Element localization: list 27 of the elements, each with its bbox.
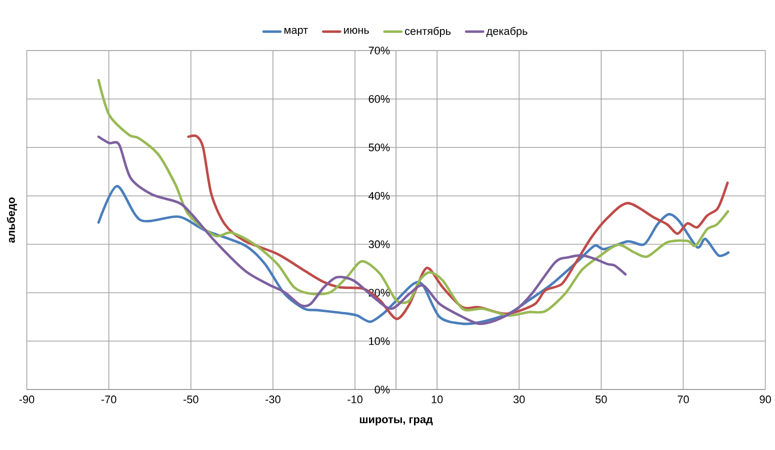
x-tick-label: 90 bbox=[760, 396, 771, 404]
y-tick-label: 10% bbox=[369, 337, 390, 345]
x-tick-label: -70 bbox=[101, 396, 116, 404]
legend-label: сентябрь bbox=[405, 26, 451, 38]
x-tick-label: -30 bbox=[266, 396, 280, 404]
y-tick-label: 60% bbox=[368, 95, 390, 103]
x-tick-label: 50 bbox=[596, 396, 607, 404]
y-tick-label: 0% bbox=[374, 386, 390, 394]
y-tick-label: 70% bbox=[368, 46, 390, 54]
x-tick-label: 70 bbox=[678, 396, 689, 404]
line-series bbox=[187, 134, 729, 320]
y-tick-label: 40% bbox=[368, 192, 390, 200]
y-tick-label: 50% bbox=[368, 144, 390, 152]
y-axis-title: альбедо bbox=[6, 197, 17, 243]
x-tick-label: -90 bbox=[19, 396, 34, 404]
x-tick-label: 10 bbox=[432, 396, 443, 404]
legend-label: декабрь bbox=[486, 26, 528, 38]
legend-label: март bbox=[284, 28, 308, 36]
x-tick-label: -50 bbox=[183, 396, 198, 404]
line-series bbox=[97, 78, 730, 317]
line-series bbox=[97, 184, 730, 326]
line-series bbox=[97, 136, 627, 325]
x-tick-label: -10 bbox=[348, 396, 362, 404]
x-axis-title: широты, град bbox=[360, 417, 433, 426]
legend-label: июнь bbox=[344, 28, 369, 34]
y-tick-label: 30% bbox=[368, 240, 390, 248]
x-tick-label: 30 bbox=[513, 396, 525, 404]
